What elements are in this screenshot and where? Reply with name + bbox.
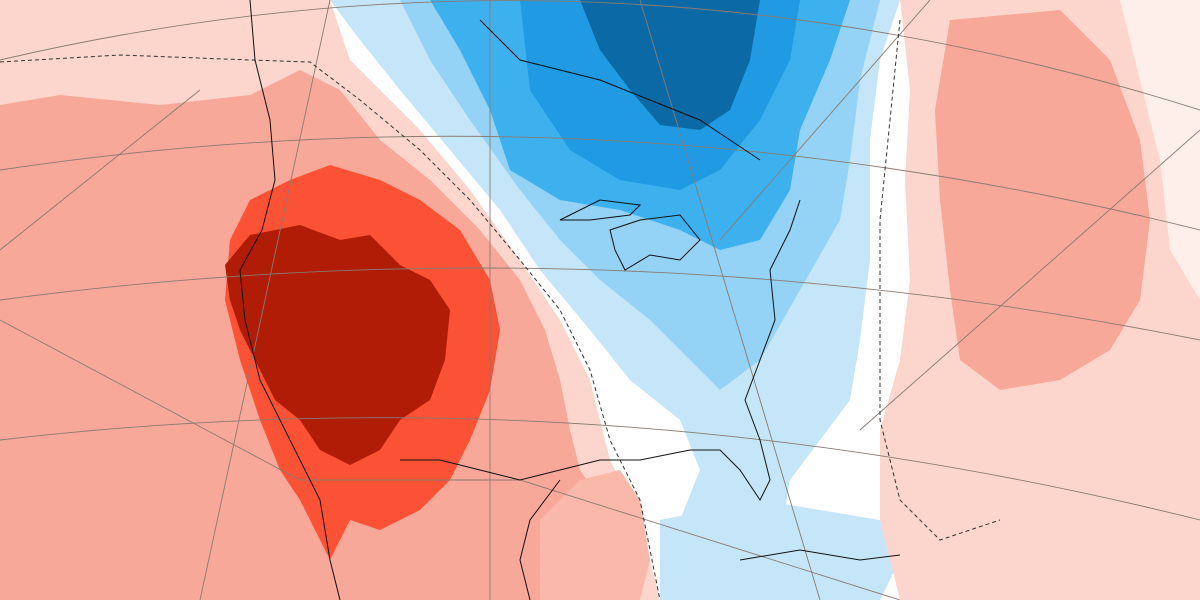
coastline <box>239 0 341 600</box>
latitude-line <box>0 267 1200 341</box>
latitude-line <box>0 135 1200 231</box>
warm-anomaly-gulf <box>540 470 650 600</box>
cold-anomaly-extreme <box>580 0 760 130</box>
longitude-line <box>199 0 331 600</box>
cold-anomaly-caribbean <box>660 500 900 600</box>
zero-contour <box>0 54 661 600</box>
great-lakes <box>609 214 701 271</box>
latitude-line <box>0 319 901 600</box>
great-lakes <box>559 199 642 221</box>
warm-anomaly-atlantic <box>935 10 1150 390</box>
zero-contour <box>879 19 1001 541</box>
warm-anomaly-extreme <box>225 225 450 465</box>
coastline <box>739 549 901 561</box>
longitude-line <box>0 89 201 251</box>
coastline <box>479 19 761 161</box>
coastline <box>519 479 561 600</box>
longitude-line <box>719 0 931 241</box>
latitude-line <box>0 0 1200 111</box>
coastline <box>400 199 801 501</box>
longitude-line <box>639 0 821 600</box>
longitude-line <box>859 129 1200 431</box>
latitude-line <box>0 417 1200 521</box>
